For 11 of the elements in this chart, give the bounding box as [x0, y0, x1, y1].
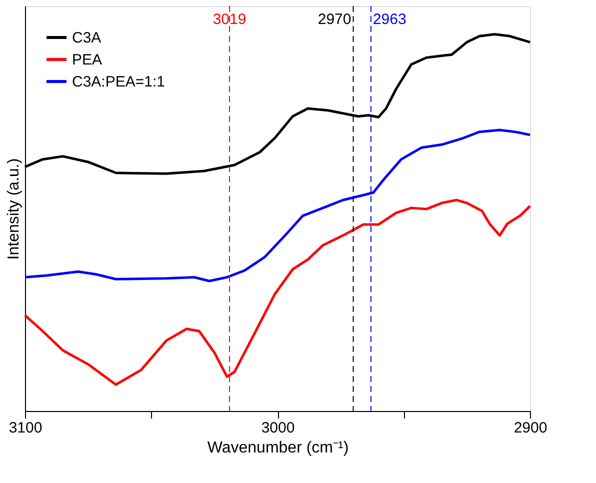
x-tick-label: 2900 [514, 420, 548, 436]
x-tick-label: 3000 [261, 420, 295, 436]
x-axis-title: Wavenumber (cm⁻¹) [207, 440, 349, 456]
x-tick-label: 3100 [8, 420, 42, 436]
legend-label: C3A [72, 30, 102, 46]
ref-line-label: 2970 [318, 11, 352, 28]
ref-line-label: 2963 [372, 11, 406, 28]
ref-line-label: 3019 [212, 11, 246, 28]
legend-label: PEA [72, 52, 102, 68]
y-axis-title: Intensity (a.u.) [6, 158, 22, 260]
legend-label: C3A:PEA=1:1 [72, 74, 165, 90]
